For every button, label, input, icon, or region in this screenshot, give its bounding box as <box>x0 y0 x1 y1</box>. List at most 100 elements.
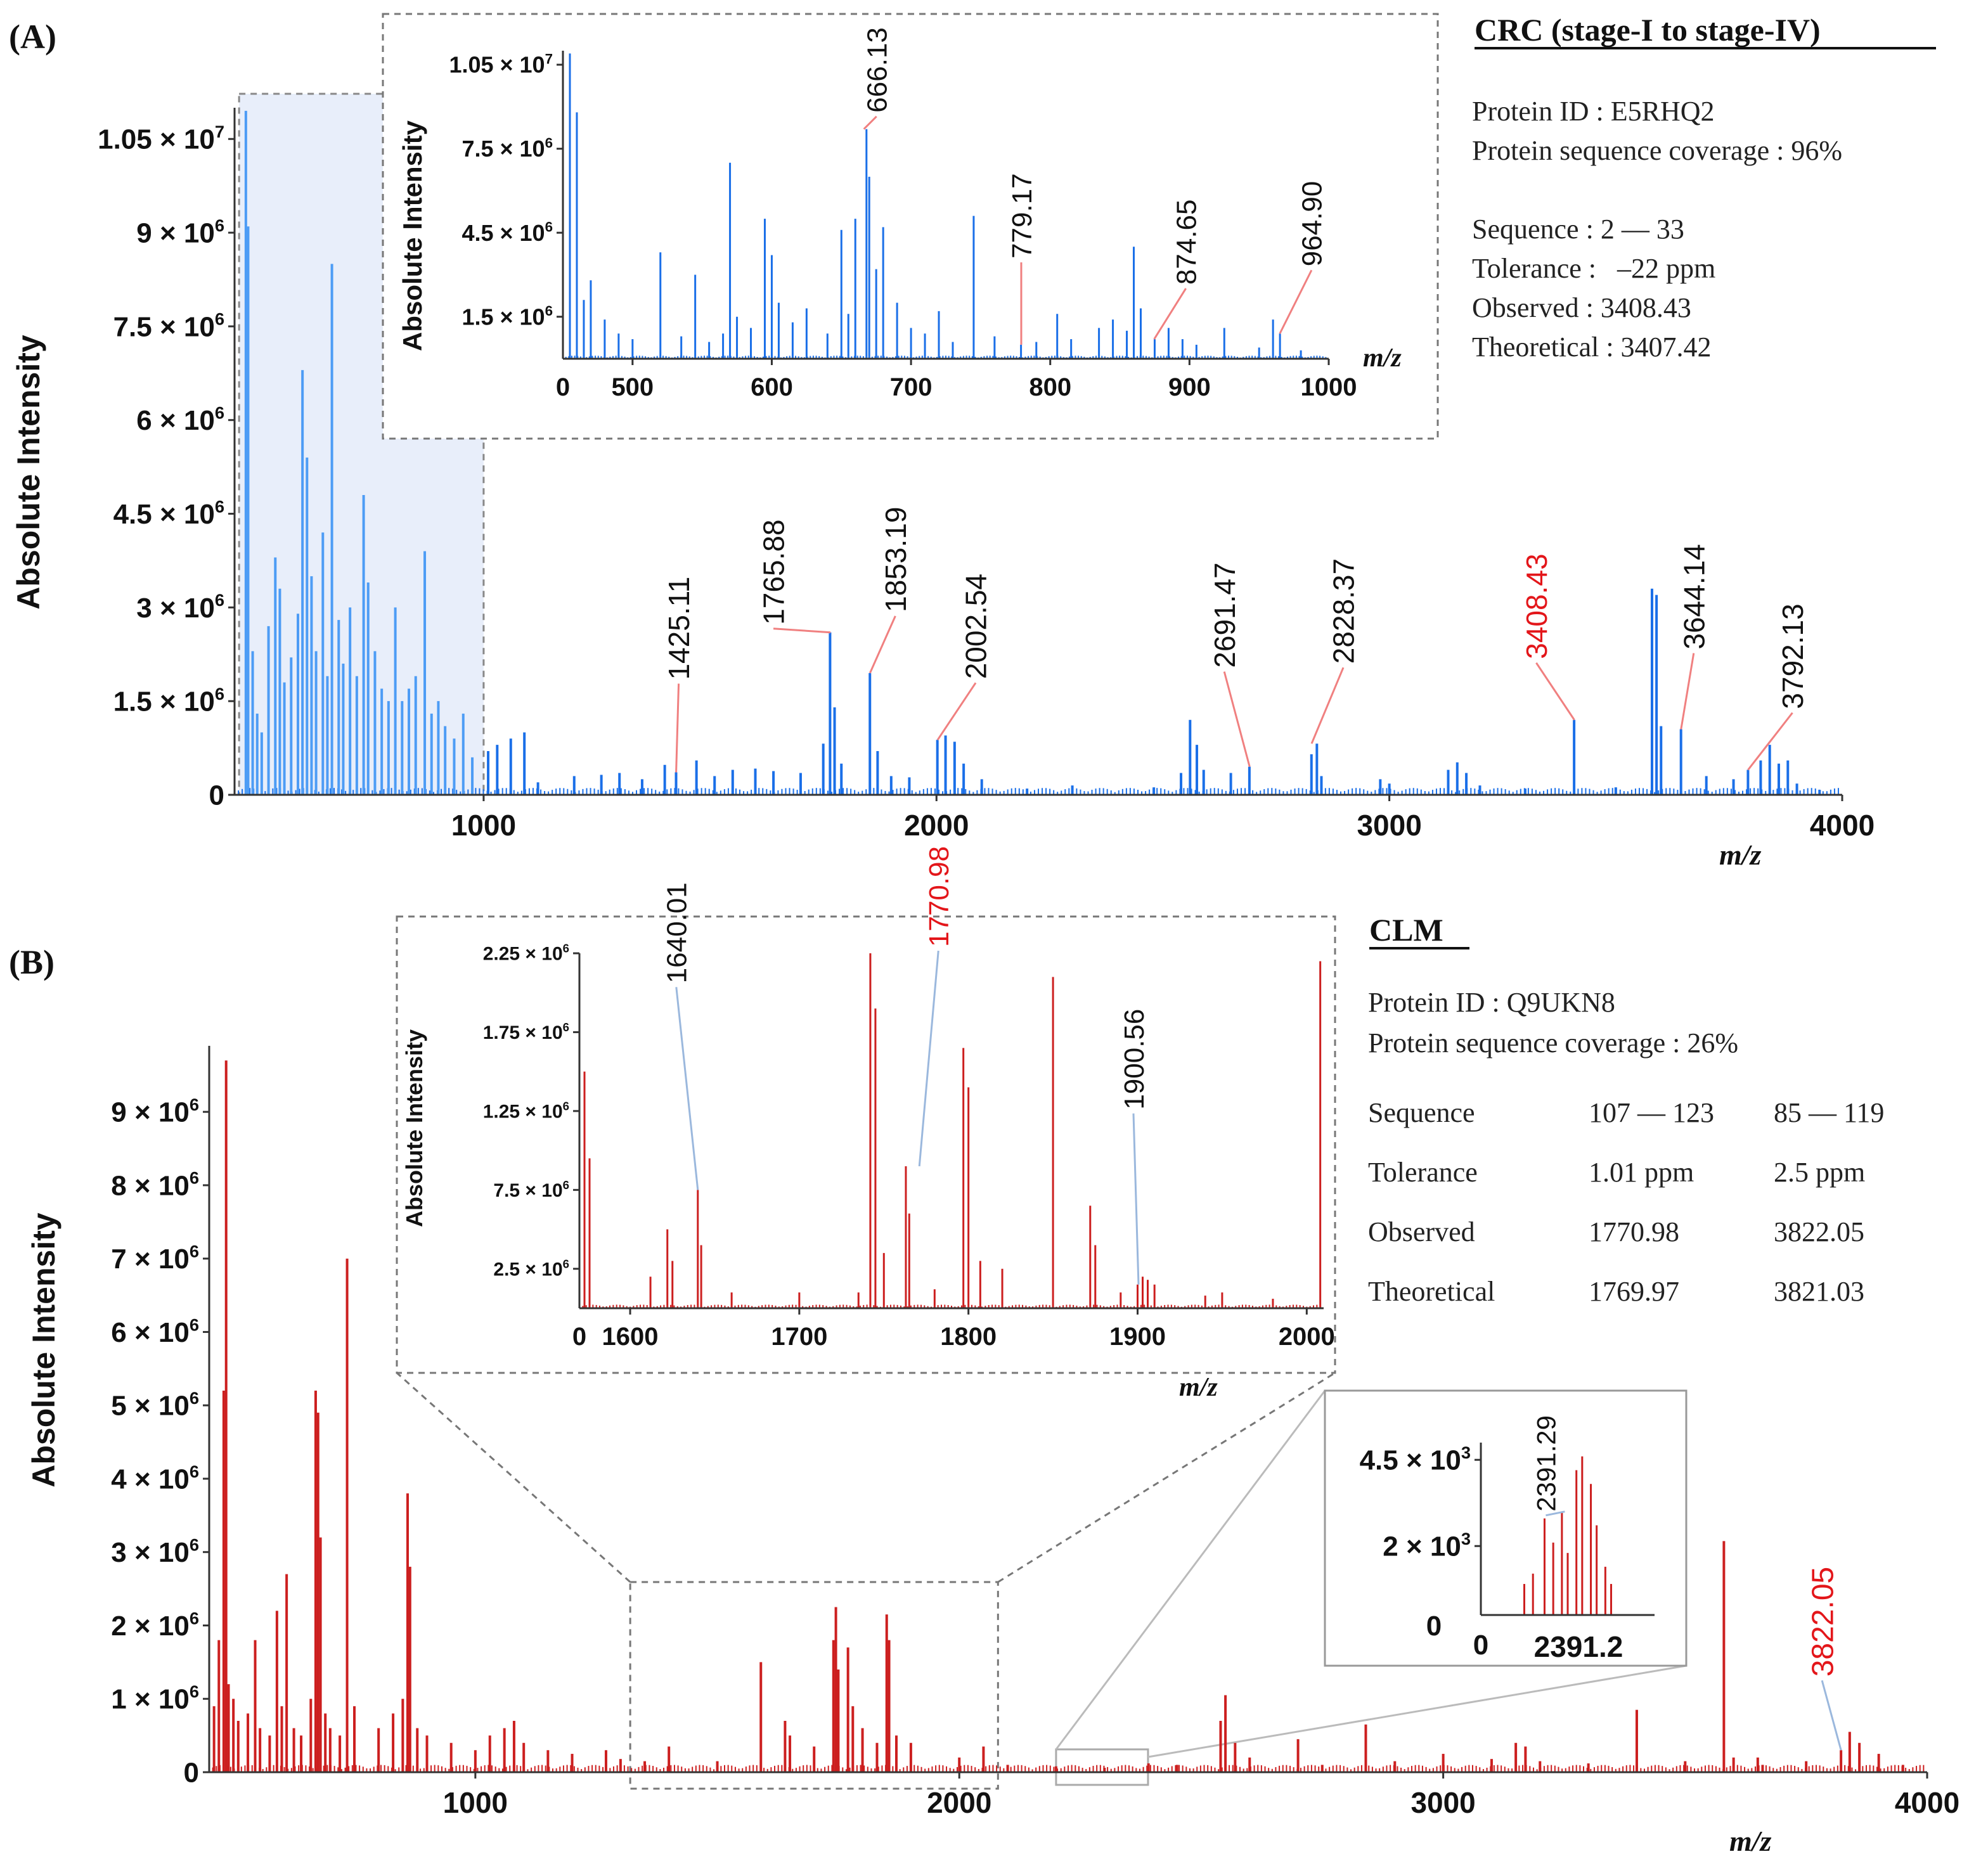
peak-label: 779.17 <box>1007 173 1038 259</box>
y-tick-label: 4.5 × 103 <box>1360 1443 1471 1476</box>
inset-y-axis-label: Absolute Intensity <box>397 120 427 351</box>
y-tick-label: 1.05 × 107 <box>98 122 224 155</box>
y-tick-label: 9 × 106 <box>111 1095 199 1128</box>
sequence: Sequence : 2 — 33 <box>1472 214 1684 245</box>
y-tick-label: 7.5 × 106 <box>113 309 224 343</box>
leader-line <box>936 682 977 741</box>
x-tick-label: 2000 <box>1279 1323 1335 1351</box>
inset-frame-a <box>382 13 1439 440</box>
info-box-b: CLM Protein ID : Q9UKN8 Protein sequence… <box>1368 912 1884 1307</box>
y-tick-label: 9 × 106 <box>136 216 224 249</box>
y-tick-label: 4 × 106 <box>111 1462 199 1495</box>
y-tick-label: 7 × 106 <box>111 1241 199 1275</box>
y-tick-label: 0 <box>209 780 224 811</box>
axes-a: 0 1.5 × 106 3 × 106 4.5 × 106 6 × 106 7.5 × 1… <box>98 108 1875 842</box>
x-tick-label: 2000 <box>904 809 969 842</box>
x-tick-label: 4000 <box>1810 809 1875 842</box>
x-tick-label: 1800 <box>940 1323 997 1351</box>
y-tick-label: 3 × 106 <box>136 590 224 624</box>
inset-x-axis-label: m/z <box>1179 1373 1218 1402</box>
connector-line <box>396 1372 631 1583</box>
inset-axes-b: 2.5 × 106 7.5 × 106 1.25 × 106 1.75 × 106 2.… <box>483 942 1335 1351</box>
observed: Observed : 3408.43 <box>1472 292 1691 323</box>
info-row-value: 1.01 ppm <box>1589 1157 1694 1188</box>
peak-annotations-b: 3822.05 <box>1806 1567 1842 1751</box>
x-tick-label: 3000 <box>1410 1786 1475 1819</box>
peak-label: 2691.47 <box>1208 562 1241 667</box>
theoretical: Theoretical : 3407.42 <box>1472 331 1712 363</box>
inset-x-axis-label: m/z <box>1363 344 1402 373</box>
zoom-connectors <box>396 1372 1687 1790</box>
y-tick-label: 5 × 106 <box>111 1388 199 1422</box>
info-row-value: 3822.05 <box>1774 1216 1864 1247</box>
coverage: Protein sequence coverage : 26% <box>1368 1027 1738 1058</box>
leader-line <box>918 950 939 1167</box>
peak-label: 964.90 <box>1297 181 1328 267</box>
y-tick-label: 4.5 × 106 <box>113 496 224 530</box>
y-tick-label: 2.5 × 106 <box>493 1257 569 1280</box>
x-tick-label: 600 <box>751 373 793 401</box>
panel-label-a: (A) <box>9 18 56 56</box>
inset-annotations-a: 666.13 779.17 874.65 964.90 <box>862 27 1328 345</box>
protein-id: Protein ID : E5RHQ2 <box>1472 96 1715 127</box>
leader-line <box>773 627 831 634</box>
x-tick-label: 0 <box>556 373 570 401</box>
info-row-label: Sequence <box>1368 1097 1475 1128</box>
y-tick-label: 3 × 106 <box>111 1535 199 1569</box>
x-tick-label: 1900 <box>1109 1323 1166 1351</box>
inset-annotations-b: 1640.01 1770.98 1900.56 <box>662 846 1150 1285</box>
x-tick-label: 800 <box>1029 373 1071 401</box>
peak-label: 3792.13 <box>1776 603 1809 709</box>
panel-b: (B) Absolute Intensity 0 1 × 106 2 × 106 3 … <box>9 846 1959 1857</box>
info-row-label: Observed <box>1368 1216 1475 1247</box>
x-tick-label: 2391.2 <box>1534 1630 1623 1663</box>
leader-line <box>675 683 680 773</box>
y-tick-label: 1.5 × 106 <box>113 684 224 717</box>
peak-label: 2002.54 <box>960 574 993 679</box>
x-tick-label: 1700 <box>771 1323 827 1351</box>
y-tick-label: 2 × 103 <box>1383 1529 1471 1562</box>
x-axis-label: m/z <box>1729 1825 1772 1857</box>
y-tick-label: 7.5 × 106 <box>462 135 553 162</box>
y-zero-label: 0 <box>1426 1611 1442 1642</box>
x-axis-label: m/z <box>1719 839 1762 871</box>
x-tick-label: 4000 <box>1895 1786 1959 1819</box>
peak-label: 2828.37 <box>1327 558 1360 664</box>
x-tick-label: 1000 <box>443 1786 508 1819</box>
zoom-box-small <box>1055 1748 1149 1786</box>
info-row-value: 107 — 123 <box>1589 1097 1714 1128</box>
tolerance: Tolerance : –22 ppm <box>1472 253 1715 284</box>
inset-axes-a: 1.5 × 106 4.5 × 106 7.5 × 106 1.05 × 107 500… <box>449 51 1357 401</box>
y-tick-label: 1.5 × 106 <box>462 303 553 330</box>
axes-b: 0 1 × 106 2 × 106 3 × 106 4 × 106 5 × 106 6 × … <box>111 1046 1959 1819</box>
x-tick-label: 1600 <box>602 1323 659 1351</box>
info-row-label: Tolerance <box>1368 1157 1478 1188</box>
leader-line <box>1279 269 1313 334</box>
y-tick-label: 8 × 106 <box>111 1168 199 1202</box>
connector-line <box>1147 1664 1687 1758</box>
panel-a: (A) Absolute Intensity 0 1.5 × 106 3 × 106… <box>9 12 1936 871</box>
peak-label: 3408.43 <box>1520 553 1553 659</box>
x-tick-label: 1000 <box>451 809 516 842</box>
leader-line <box>1310 667 1345 744</box>
peak-label: 2391.29 <box>1532 1415 1561 1512</box>
peak-label: 1765.88 <box>758 520 791 625</box>
y-axis-label: Absolute Intensity <box>11 335 46 610</box>
connector-line <box>1055 1390 1326 1750</box>
leader-line <box>675 987 699 1190</box>
leader-line <box>1546 1510 1565 1517</box>
leader-line <box>1747 712 1793 771</box>
inset-spectrum-b <box>579 953 1322 1308</box>
x-tick-label: 0 <box>1473 1630 1488 1661</box>
info-row-value: 85 — 119 <box>1774 1097 1884 1128</box>
y-tick-label: 1 × 106 <box>111 1682 199 1715</box>
inset-spectrum-a <box>562 53 1327 359</box>
inset-y-axis-label: Absolute Intensity <box>401 1029 427 1227</box>
x-tick-label: 3000 <box>1357 809 1421 842</box>
peak-label: 1770.98 <box>924 846 955 947</box>
peak-label: 1853.19 <box>879 507 912 612</box>
leader-line <box>863 115 877 130</box>
y-tick-label: 7.5 × 106 <box>493 1178 569 1201</box>
x-tick-label: 1000 <box>1301 373 1357 401</box>
